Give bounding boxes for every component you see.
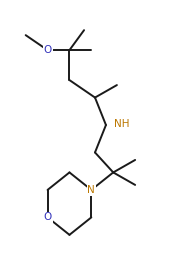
Text: O: O [44,45,52,55]
Text: N: N [87,185,95,195]
Text: O: O [44,212,52,222]
Text: NH: NH [114,119,130,129]
